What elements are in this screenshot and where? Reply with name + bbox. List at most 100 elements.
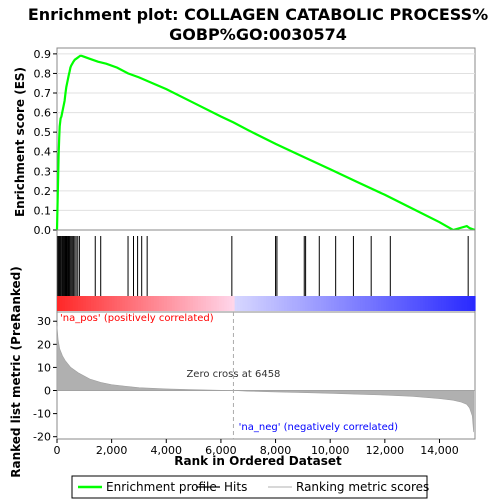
es-y-tick-label: 0.7 <box>34 87 52 100</box>
heat-bar-segment <box>232 296 236 311</box>
heat-bar-segment <box>401 296 406 311</box>
heat-bar-segment <box>70 296 74 311</box>
heat-bar-segment <box>200 296 204 311</box>
es-y-tick-label: 0.3 <box>34 165 52 178</box>
heat-bar-segment <box>64 296 69 311</box>
heat-bar-segment <box>417 296 421 311</box>
heat-bar-segment <box>467 296 471 311</box>
heat-bar-segment <box>386 296 390 311</box>
rank-x-tick-label: 8,000 <box>260 444 292 457</box>
es-y-axis-label: Enrichment score (ES) <box>13 67 27 217</box>
rank-y-tick-label: 30 <box>37 315 51 328</box>
heat-bar-segment <box>177 296 181 311</box>
heat-bar-segment <box>85 296 89 311</box>
heat-bar-segment <box>96 296 100 311</box>
es-y-tick-label: 0.2 <box>34 185 52 198</box>
heat-bar-segment <box>161 296 165 311</box>
heat-bar-segment <box>77 296 82 311</box>
heat-bar-segment <box>211 296 215 311</box>
hits-group <box>57 236 469 296</box>
heat-bar-segment <box>469 296 473 311</box>
heat-bar-segment <box>344 296 348 311</box>
heat-bar-segment <box>158 296 163 311</box>
heat-bar-segment <box>360 296 364 311</box>
heat-bar-segment <box>135 296 139 311</box>
heat-bar-segment <box>224 296 228 311</box>
heat-bar-segment <box>252 296 257 311</box>
heat-bar-segment <box>104 296 108 311</box>
heat-bar-segment <box>333 296 338 311</box>
rank-x-axis: 0 2,000 4,000 6,000 8,000 10,000 12,000 14,000 <box>54 439 459 457</box>
heat-bar-segment <box>302 296 306 311</box>
heat-bar-segment <box>190 296 194 311</box>
heat-bar-segment <box>299 296 304 311</box>
heat-bar-segment <box>341 296 345 311</box>
heat-bar-segment <box>195 296 199 311</box>
heat-bar-segment <box>456 296 460 311</box>
es-y-tick-label: 0.8 <box>34 67 52 80</box>
heat-bar-segment <box>62 296 66 311</box>
heat-bar-segment <box>367 296 372 311</box>
legend-label: Ranking metric scores <box>296 480 429 494</box>
heat-bar-segment <box>83 296 87 311</box>
heat-bar-segment <box>185 296 189 311</box>
heat-bar-segment <box>203 296 207 311</box>
heat-bar-segment <box>117 296 121 311</box>
heat-bar-segment <box>242 296 246 311</box>
chart-title-line2: GOBP%GO:0030574 <box>169 25 347 44</box>
heat-bar-segment <box>88 296 92 311</box>
heat-bar-segment <box>373 296 377 311</box>
heat-bar-segment <box>174 296 178 311</box>
heat-bar-segment <box>292 296 296 311</box>
heat-bar-segment <box>148 296 152 311</box>
heat-bar-segment <box>122 296 126 311</box>
heat-bar-segment <box>213 296 217 311</box>
chart-titles: Enrichment plot: COLLAGEN CATABOLIC PROC… <box>28 5 488 44</box>
heat-bar-segment <box>459 296 463 311</box>
heat-bar-segment <box>255 296 259 311</box>
rank-y-tick-label: 20 <box>37 338 51 351</box>
legend-label: Enrichment profile <box>106 480 217 494</box>
heat-bar-segment <box>349 296 353 311</box>
heat-bar-segment <box>247 296 251 311</box>
heat-bar-segment <box>67 296 71 311</box>
heat-bar-segment <box>179 296 183 311</box>
heat-bar-segment <box>380 296 385 311</box>
heat-bar-segment <box>438 296 442 311</box>
heat-bar-segment <box>305 296 309 311</box>
heat-bar-segment <box>239 296 244 311</box>
heat-bar-segment <box>328 296 332 311</box>
rank-y-tick-label: -10 <box>33 408 51 421</box>
legend-label: Hits <box>224 480 247 494</box>
heat-bar-segment <box>164 296 168 311</box>
heat-bar-segment <box>271 296 275 311</box>
heat-bar-segment <box>409 296 413 311</box>
rank-x-tick-label: 0 <box>54 444 61 457</box>
heat-bar-segment <box>284 296 288 311</box>
heat-bar-segment <box>57 296 61 311</box>
heat-bar-segment <box>420 296 424 311</box>
heat-bar-segment <box>378 296 382 311</box>
heat-bar-segment <box>425 296 429 311</box>
heat-bar-segment <box>461 296 466 311</box>
es-y-tick-label: 0.4 <box>34 146 52 159</box>
heat-bar-segment <box>124 296 129 311</box>
heat-bar-segment <box>339 296 343 311</box>
es-y-tick-label: 0.6 <box>34 107 52 120</box>
heat-bar-segment <box>145 296 150 311</box>
heat-bar-segment <box>414 296 419 311</box>
heat-bar-segment <box>346 296 351 311</box>
heat-bar-segment <box>258 296 262 311</box>
heat-bar-segment <box>171 296 176 311</box>
heat-bar-segment <box>237 296 241 311</box>
es-series-group <box>55 54 476 232</box>
zero-cross-label: Zero cross at 6458 <box>186 369 280 380</box>
heat-bar-segment <box>294 296 298 311</box>
heat-bar-segment <box>383 296 387 311</box>
heat-bar-segment <box>192 296 197 311</box>
heat-bar-segment <box>187 296 191 311</box>
rank-annotations: Zero cross at 6458 'na_pos' (positively c… <box>60 312 398 439</box>
heat-bar-segment <box>336 296 340 311</box>
heat-bar-segment <box>310 296 314 311</box>
